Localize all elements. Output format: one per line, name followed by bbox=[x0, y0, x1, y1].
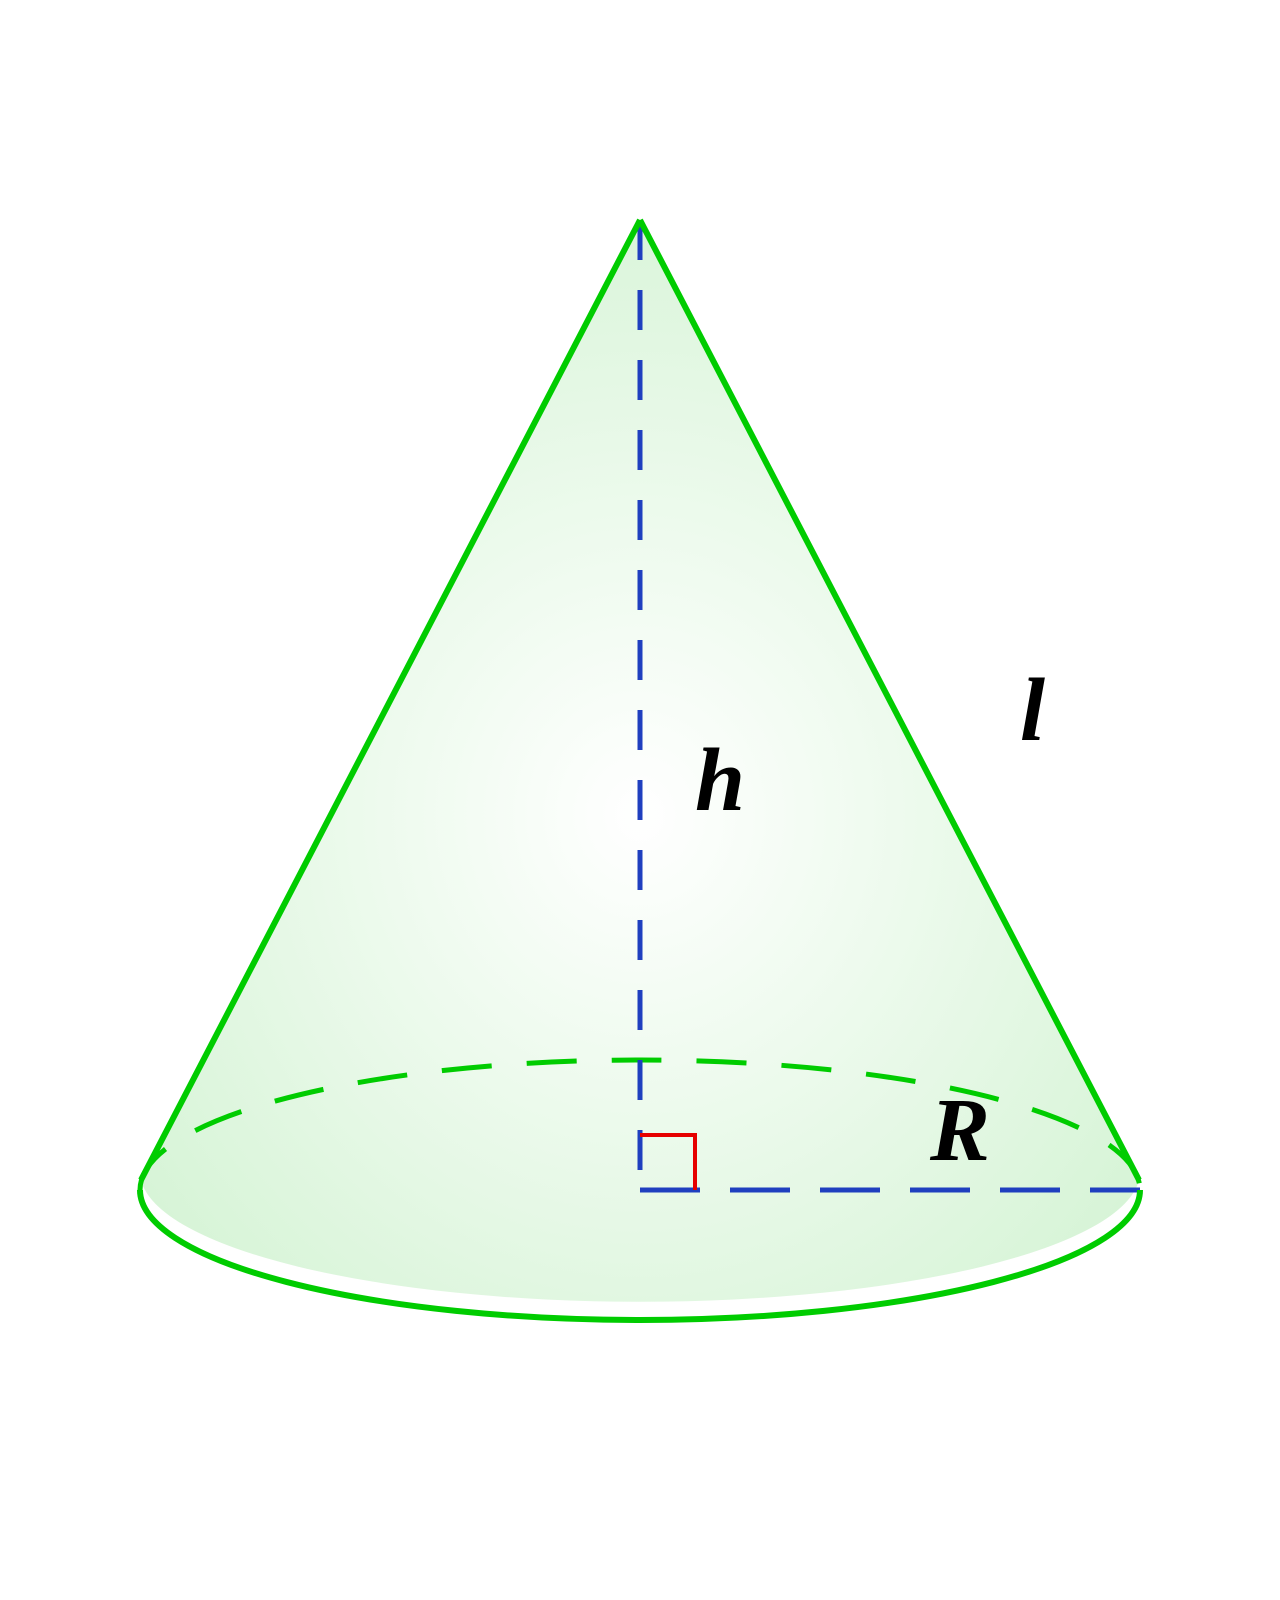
label-slant: l bbox=[1020, 661, 1045, 760]
cone-diagram: h l R bbox=[0, 0, 1280, 1600]
label-height: h bbox=[695, 731, 745, 830]
label-radius: R bbox=[929, 1081, 990, 1180]
